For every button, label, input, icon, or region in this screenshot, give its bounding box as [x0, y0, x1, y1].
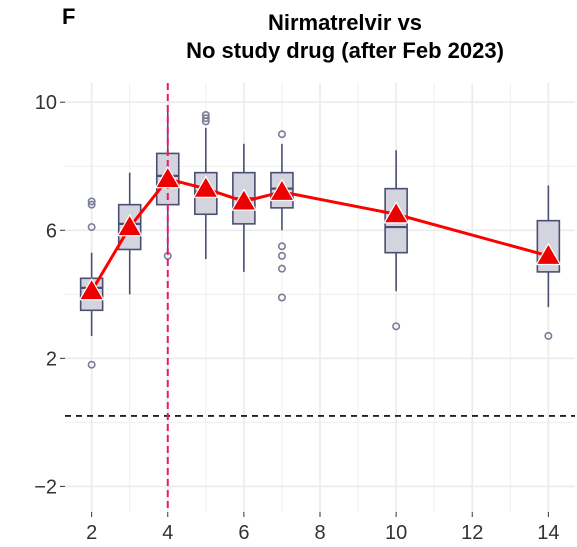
mean-marker — [230, 188, 257, 211]
panel-label: F — [62, 4, 76, 29]
outlier-point — [87, 197, 96, 206]
outlier-point — [87, 200, 96, 209]
outlier-point — [277, 242, 286, 251]
mean-marker — [78, 277, 105, 301]
outlier-point — [392, 322, 401, 331]
grid-layer — [65, 83, 575, 512]
mean-marker — [268, 178, 295, 202]
mean-marker — [535, 242, 562, 266]
x-tick-label: 8 — [314, 522, 325, 544]
chart-title-line-1: Nirmatrelvir vs — [267, 10, 423, 35]
x-tick-label: 14 — [537, 522, 559, 544]
y-tick-label: 10 — [35, 92, 57, 114]
y-tick-label: −2 — [34, 476, 57, 498]
mean-series-line — [90, 177, 549, 292]
x-tick-label: 6 — [238, 522, 249, 544]
outlier-point — [277, 264, 286, 273]
x-tick-label: 10 — [385, 522, 407, 544]
y-tick-label: 2 — [46, 348, 57, 370]
outlier-point — [87, 360, 96, 369]
outlier-point — [201, 114, 210, 123]
mean-marker — [116, 213, 143, 237]
chart-title-line-2: No study drug (after Feb 2023) — [186, 38, 504, 63]
axis-labels: 2 4 6 8 10 12 14 −2 2 6 10 — [34, 92, 559, 544]
reference-lines — [65, 83, 575, 512]
outlier-point — [201, 111, 210, 120]
outlier-point — [277, 251, 286, 260]
outlier-point — [277, 293, 286, 302]
mean-marker — [154, 165, 181, 189]
mean-marker — [192, 175, 219, 198]
outlier-point — [87, 223, 96, 232]
x-tick-label: 12 — [461, 522, 483, 544]
y-tick-label: 6 — [46, 220, 57, 242]
mean-series-layer — [78, 165, 562, 301]
x-tick-label: 2 — [86, 522, 97, 544]
x-tick-label: 4 — [162, 522, 173, 544]
mean-marker — [383, 201, 410, 224]
outlier-point — [544, 331, 553, 340]
outlier-point — [277, 130, 286, 139]
